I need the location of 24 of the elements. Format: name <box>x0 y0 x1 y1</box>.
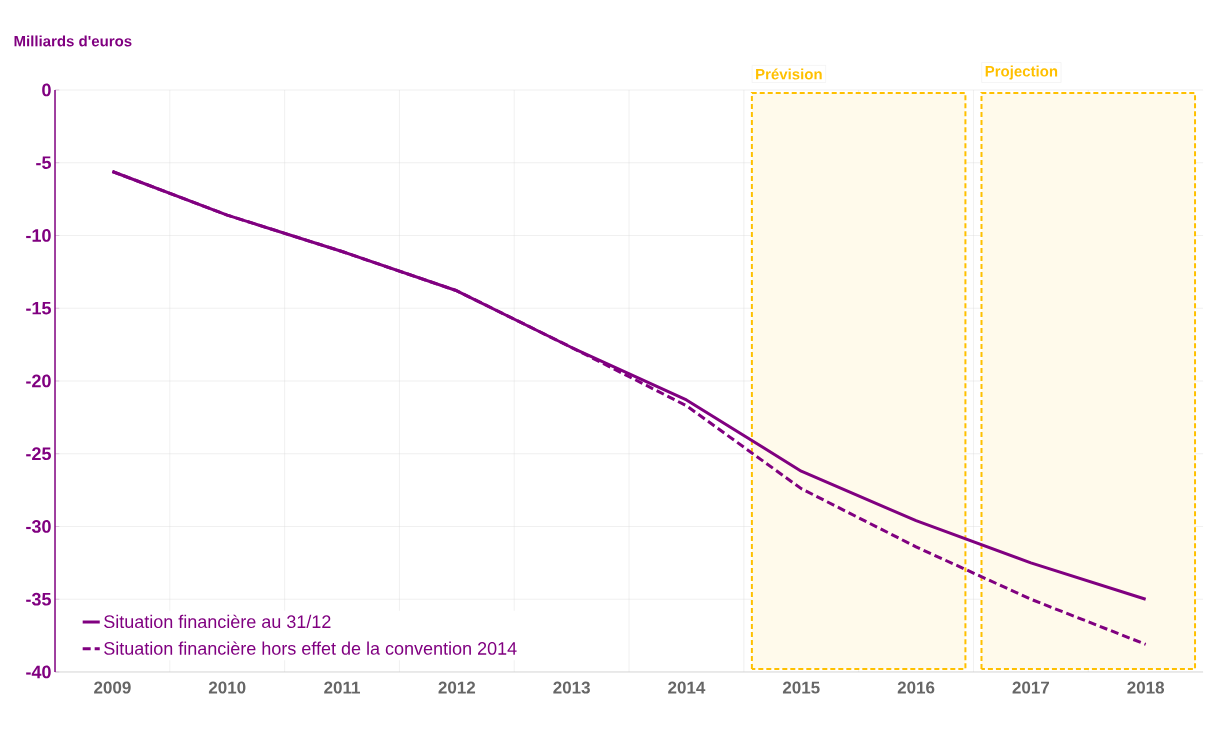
y-tick-label: -5 <box>36 156 51 170</box>
y-tick-label: -30 <box>26 520 51 533</box>
x-tick-label: 2013 <box>553 681 590 694</box>
band-label: Projection <box>985 65 1058 80</box>
y-tick-label: -15 <box>26 301 51 315</box>
x-tick-label: 2016 <box>897 681 935 694</box>
x-tick-label: 2014 <box>668 681 706 694</box>
x-tick-label: 2018 <box>1127 681 1165 694</box>
x-tick-label: 2015 <box>782 681 820 694</box>
y-axis-title: Milliards d'euros <box>14 35 132 47</box>
x-tick-label: 2009 <box>94 681 131 694</box>
y-tick-label: -40 <box>26 665 51 679</box>
y-tick-label: 0 <box>42 83 51 97</box>
x-tick-label: 2017 <box>1012 681 1050 694</box>
x-tick-label: 2010 <box>208 681 246 694</box>
x-tick-label: 2012 <box>438 681 476 694</box>
band-label: Prévision <box>756 68 822 80</box>
y-tick-label: -35 <box>26 592 51 606</box>
y-tick-label: -20 <box>26 374 51 388</box>
y-tick-label: -10 <box>26 229 51 242</box>
legend-label: Situation financière hors effet de la convention 2014 <box>104 641 517 655</box>
legend-label: Situation financière au 31/12 <box>104 614 331 629</box>
x-tick-label: 2011 <box>324 681 360 694</box>
y-tick-label: -25 <box>26 447 51 461</box>
